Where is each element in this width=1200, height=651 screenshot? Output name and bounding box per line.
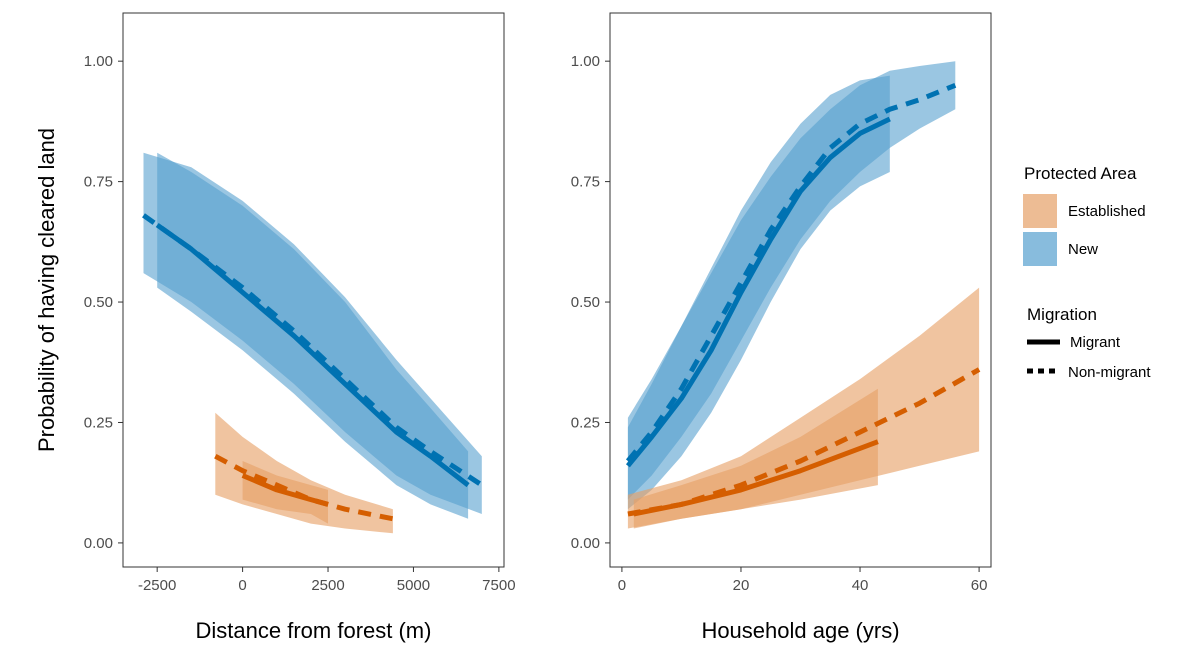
panel-household-age-frame xyxy=(609,12,992,568)
panel-distance-bands xyxy=(143,152,482,534)
x-tick-label: 5000 xyxy=(397,577,430,594)
ci-band-established-non-migrant xyxy=(627,287,980,529)
ci-band-established-migrant xyxy=(633,388,878,529)
panel-distance-frame xyxy=(122,12,505,568)
panel-distance-lines xyxy=(142,213,484,522)
x-tick-label: 0 xyxy=(238,577,246,594)
x-tick-label: 0 xyxy=(618,577,626,594)
x-axis-title-distance: Distance from forest (m) xyxy=(196,618,432,643)
legend-migrant-label: Migrant xyxy=(1070,334,1121,351)
x-tick-label: -2500 xyxy=(138,577,176,594)
y-tick-label: 0.75 xyxy=(571,174,600,191)
y-tick-label: 1.00 xyxy=(571,53,600,70)
y-tick-label: 1.00 xyxy=(84,53,113,70)
legend-established-label: Established xyxy=(1068,203,1146,220)
line-new-non-migrant xyxy=(625,82,957,463)
y-tick-label: 0.50 xyxy=(571,294,600,311)
x-tick-label: 20 xyxy=(733,577,750,594)
y-tick-label: 0.25 xyxy=(84,414,113,431)
x-tick-label: 7500 xyxy=(482,577,515,594)
panel-household-age-bands xyxy=(627,61,980,529)
y-tick-label: 0.75 xyxy=(84,174,113,191)
line-established-migrant xyxy=(633,439,879,517)
legend-linetype-title: Migration xyxy=(1027,305,1097,324)
legend-non-migrant-label: Non-migrant xyxy=(1068,364,1151,381)
x-tick-label: 2500 xyxy=(311,577,344,594)
legend-established-swatch xyxy=(1023,194,1057,228)
legend-fill-title: Protected Area xyxy=(1024,164,1137,183)
legend-new-swatch xyxy=(1023,232,1057,266)
line-established-non-migrant xyxy=(214,453,394,522)
y-tick-label: 0.25 xyxy=(571,414,600,431)
x-tick-label: 60 xyxy=(971,577,988,594)
line-established-migrant xyxy=(241,473,329,507)
legend: Protected Area Established New Migration… xyxy=(1023,164,1151,381)
line-new-migrant xyxy=(625,116,891,468)
ci-band-new-migrant xyxy=(627,75,890,510)
x-axis-title-household-age: Household age (yrs) xyxy=(701,618,899,643)
panel-distance: 0.00 0.25 0.50 0.75 1.00 -2500 0 2500 5000 7500 D… xyxy=(84,12,516,643)
panel-household-age: 0.00 0.25 0.50 0.75 1.00 0 20 40 60 Household ag… xyxy=(571,12,992,643)
x-tick-label: 40 xyxy=(852,577,869,594)
legend-new-label: New xyxy=(1068,241,1098,258)
y-axis-title: Probability of having cleared land xyxy=(34,128,59,452)
ci-band-new-migrant xyxy=(157,152,469,519)
panel-distance-axes: 0.00 0.25 0.50 0.75 1.00 -2500 0 2500 5000 7500 xyxy=(84,53,516,594)
y-tick-label: 0.50 xyxy=(84,294,113,311)
y-tick-label: 0.00 xyxy=(571,535,600,552)
panel-household-age-axes: 0.00 0.25 0.50 0.75 1.00 0 20 40 60 xyxy=(571,53,988,594)
y-tick-label: 0.00 xyxy=(84,535,113,552)
panel-household-age-lines xyxy=(625,82,981,517)
line-new-migrant xyxy=(155,222,470,488)
